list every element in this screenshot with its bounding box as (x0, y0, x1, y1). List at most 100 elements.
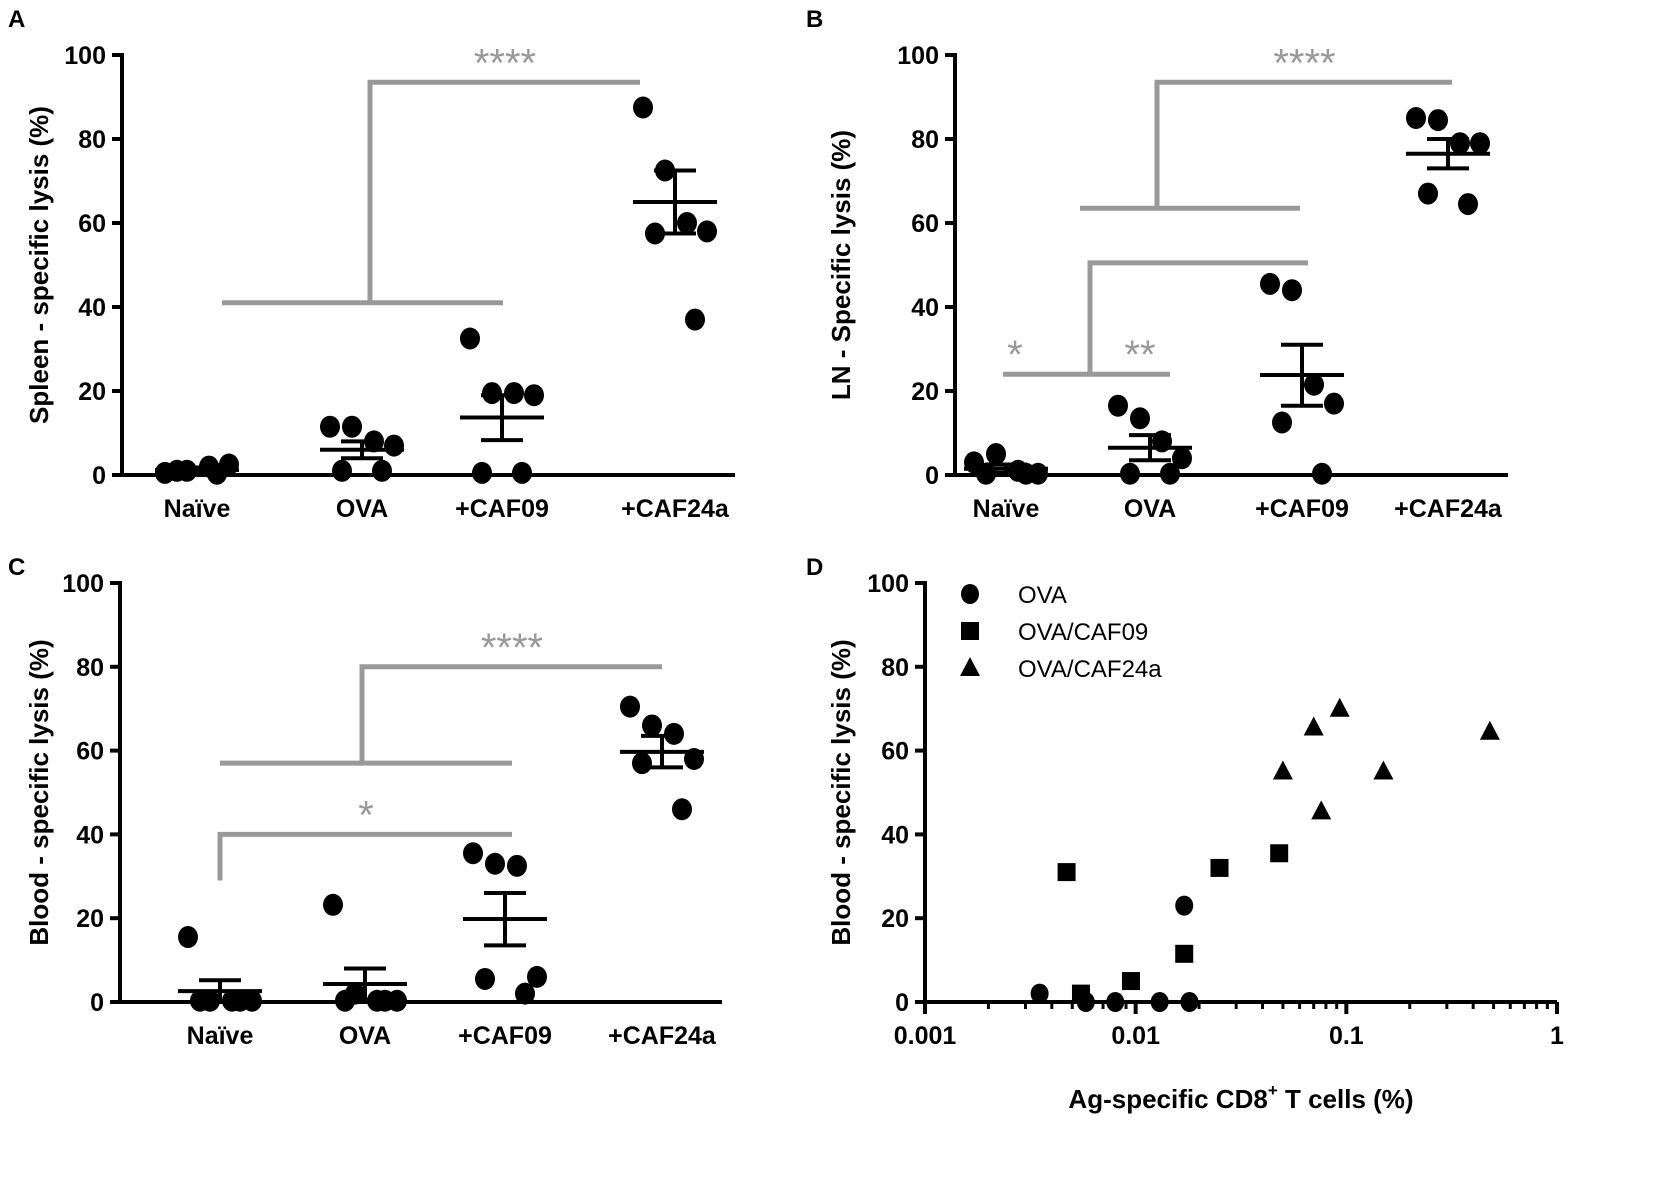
y-axis-title: Spleen - specific lysis (%) (24, 106, 54, 424)
y-axis-title: Blood - specific lysis (%) (24, 639, 54, 945)
y-tick-label: 60 (911, 210, 939, 238)
legend-item: OVA/CAF09 (961, 619, 1148, 646)
category-label: +CAF09 (455, 495, 549, 523)
legend-label: OVA (1018, 582, 1067, 609)
panel-letter: D (806, 554, 823, 581)
y-tick-label: 60 (78, 210, 106, 238)
y-axis-title: LN - Specific lysis (%) (826, 130, 856, 400)
data-point (672, 798, 692, 821)
y-tick-label: 100 (64, 42, 106, 70)
panel-d: D 0 20 40 60 80 100 Blood - specific lysis (%) 0… (806, 554, 1564, 1114)
y-tick-label: 40 (911, 294, 939, 322)
category-label: OVA (339, 1022, 391, 1050)
x-axis-title: Ag-specific CD8+ T cells (%) (1068, 1081, 1413, 1114)
y-tick-label: 80 (911, 126, 939, 154)
bracket-line (1154, 79, 1452, 209)
significance-label: **** (481, 626, 543, 670)
data-point (1406, 107, 1426, 129)
data-point (475, 967, 495, 990)
data-point (485, 852, 505, 875)
x-tick-label: 0.001 (894, 1022, 957, 1050)
y-tick-label: 0 (925, 462, 939, 490)
data-point (178, 926, 198, 949)
y-tick-label: 100 (867, 570, 909, 598)
series-ova (1030, 895, 1199, 1012)
significance-label: **** (1273, 41, 1335, 85)
bracket-line (367, 79, 640, 303)
data-point (1428, 109, 1448, 132)
y-tick-label: 80 (78, 126, 106, 154)
data-point (1311, 800, 1332, 820)
data-point (342, 415, 362, 438)
data-point (524, 384, 544, 407)
category-label: OVA (336, 495, 388, 523)
y-tick-label: 20 (881, 905, 909, 933)
y-tick-label: 100 (897, 42, 939, 70)
y-tick-label: 100 (62, 570, 104, 598)
bracket-line (1087, 260, 1308, 375)
x-axis-title-main: Ag-specific CD8 (1068, 1084, 1267, 1114)
data-point (664, 722, 684, 745)
legend-item: OVA (961, 582, 1067, 609)
legend-label: OVA/CAF09 (1018, 619, 1148, 646)
x-tick-label: 0.1 (1329, 1022, 1364, 1050)
data-point (1450, 132, 1470, 155)
category-label: Naïve (973, 495, 1040, 523)
data-point (1030, 983, 1049, 1004)
data-point (632, 752, 652, 775)
category-label: +CAF24a (1394, 495, 1503, 523)
data-point (986, 443, 1006, 465)
data-point (642, 714, 662, 737)
data-point (1304, 373, 1324, 396)
y-tick-label: 20 (76, 905, 104, 933)
data-point (1324, 392, 1344, 415)
category-label: +CAF09 (458, 1022, 552, 1050)
data-point (1272, 760, 1293, 780)
data-point (372, 459, 392, 482)
data-point (1130, 407, 1150, 430)
y-tick-label: 40 (76, 821, 104, 849)
x-axis-title-tail: T cells (%) (1278, 1084, 1414, 1114)
data-point (527, 965, 547, 988)
y-tick-label: 60 (76, 738, 104, 766)
data-point (1106, 992, 1125, 1012)
category-label: +CAF09 (1255, 495, 1349, 523)
data-point (1458, 193, 1478, 216)
data-point (460, 327, 480, 350)
legend-item: OVA/CAF24a (960, 656, 1162, 683)
panel-b: B 0 20 40 60 80 100 LN - Specific lysis (%) Naïv… (806, 6, 1508, 523)
data-point (1210, 858, 1229, 877)
y-axis-title: Blood - specific lysis (%) (826, 639, 856, 945)
category-label: +CAF24a (608, 1022, 717, 1050)
data-point (515, 982, 535, 1005)
data-point (482, 382, 502, 405)
legend-label: OVA/CAF24a (1018, 656, 1162, 683)
significance-bracket: **** (220, 626, 662, 766)
data-point (507, 854, 527, 877)
significance-bracket: * (217, 793, 512, 881)
data-point (1057, 863, 1076, 882)
data-point (1272, 411, 1292, 434)
panel-letter: C (8, 554, 25, 581)
legend-marker-circle (961, 584, 979, 604)
significance-bracket: **** (1080, 41, 1452, 211)
category-label: Naïve (187, 1022, 254, 1050)
data-point (1120, 462, 1140, 485)
y-tick-label: 20 (911, 378, 939, 406)
bracket-line (217, 831, 512, 881)
panel-c: C 0 20 40 60 80 100 Blood - specific lysis (%) N… (8, 554, 722, 1050)
data-point (1479, 720, 1500, 740)
x-tick-label: 1 (1550, 1022, 1564, 1050)
x-tick-label: 0.01 (1111, 1022, 1160, 1050)
y-tick-label: 80 (881, 654, 909, 682)
panel-letter: A (8, 6, 25, 33)
data-point (1270, 844, 1289, 863)
data-point (463, 842, 483, 865)
series-ova-caf09 (1057, 844, 1289, 1003)
data-point (1160, 462, 1180, 485)
data-point (620, 695, 640, 718)
data-point (677, 212, 697, 234)
y-tick-label: 60 (881, 738, 909, 766)
data-point (1260, 272, 1280, 295)
